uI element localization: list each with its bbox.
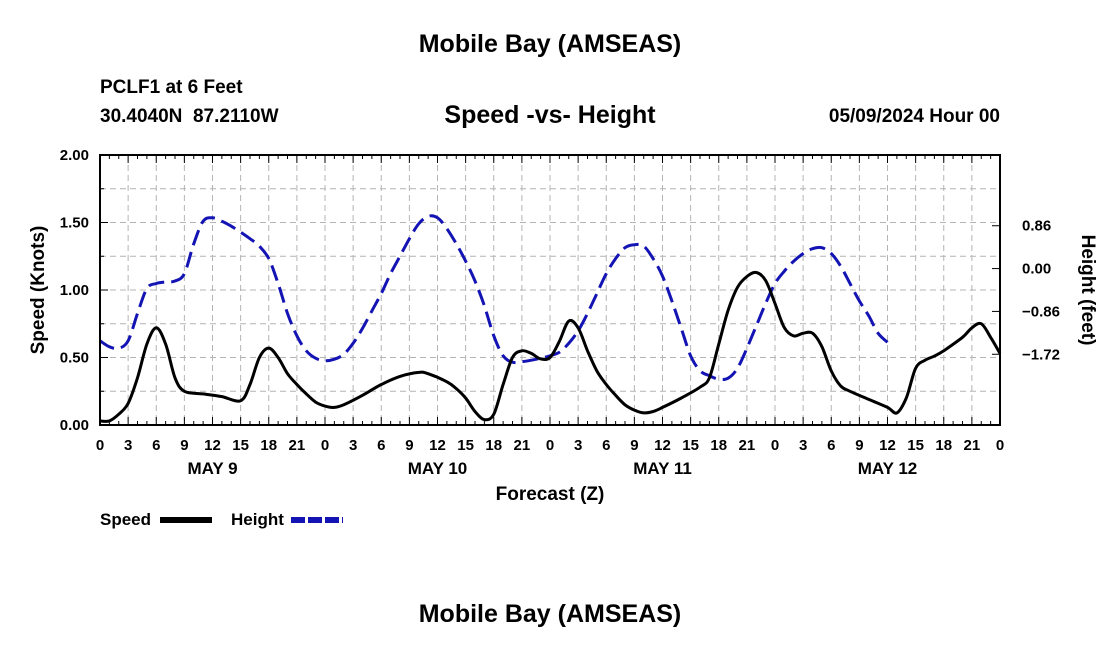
y2-axis-label: Height (feet): [1077, 235, 1098, 346]
chart-title: Speed -vs- Height: [444, 101, 656, 129]
legend-label-height: Height: [231, 510, 284, 529]
y-tick-label: 0.00: [60, 417, 89, 434]
speed-height-chart: 0 3 6 9 12 15 18 21 0 3 6 9 12 15 18 21 0 3 6 9 12 15 18 21 0 3 6 9…: [28, 147, 1098, 529]
y2-tick-label: 0.00: [1022, 261, 1051, 278]
y2-tick-label: −0.86: [1022, 303, 1060, 320]
page-title: Mobile Bay (AMSEAS): [418, 30, 682, 58]
x-axis-label: Forecast (Z): [496, 484, 605, 505]
y-axis-label: Speed (Knots): [28, 226, 49, 355]
series-line-speed: [99, 270, 1002, 423]
x-tick-label: 21: [289, 437, 306, 454]
x-tick-label: 3: [124, 437, 132, 454]
day-label: MAY 10: [408, 459, 468, 478]
grid-lines: [100, 155, 1000, 425]
x-tick-label: 6: [602, 437, 610, 454]
x-tick-label: 18: [485, 437, 502, 454]
x-tick-label: 12: [654, 437, 671, 454]
x-tick-label: 15: [232, 437, 249, 454]
x-tick-label: 15: [682, 437, 699, 454]
station-coordinates: 30.4040N 87.2110W: [100, 106, 279, 127]
plot-frame: [99, 154, 1001, 426]
day-label: MAY 9: [187, 459, 237, 478]
legend: Speed Height: [100, 510, 343, 529]
y-tick-label: 0.50: [60, 350, 89, 367]
station-name: PCLF1 at 6 Feet: [100, 77, 243, 98]
x-tick-label: 6: [152, 437, 160, 454]
legend-label-speed: Speed: [100, 510, 151, 529]
x-tick-label: 18: [935, 437, 952, 454]
x-tick-label: 0: [321, 437, 329, 454]
y-tick-label: 1.00: [60, 282, 89, 299]
x-tick-label: 9: [180, 437, 188, 454]
day-label: MAY 12: [858, 459, 918, 478]
day-label: MAY 11: [633, 459, 692, 478]
forecast-datetime: 05/09/2024 Hour 00: [828, 106, 1000, 127]
x-tick-label: 9: [855, 437, 863, 454]
x-tick-label: 0: [96, 437, 104, 454]
x-tick-label: 12: [879, 437, 896, 454]
y2-tick-label: −1.72: [1022, 346, 1060, 363]
x-tick-label: 0: [771, 437, 779, 454]
x-tick-label: 21: [964, 437, 981, 454]
x-tick-label: 15: [907, 437, 924, 454]
x-tick-label: 6: [827, 437, 835, 454]
x-tick-label: 18: [710, 437, 727, 454]
x-tick-label: 15: [457, 437, 474, 454]
y2-tick-label: 0.86: [1022, 218, 1051, 235]
footer-title: Mobile Bay (AMSEAS): [418, 600, 682, 628]
x-tick-label: 18: [260, 437, 277, 454]
x-tick-label: 12: [204, 437, 221, 454]
series-lines: [99, 214, 1002, 423]
x-tick-label: 12: [429, 437, 446, 454]
x-tick-label: 6: [377, 437, 385, 454]
y-tick-label: 2.00: [60, 147, 89, 164]
x-tick-label: 9: [630, 437, 638, 454]
x-tick-label: 9: [405, 437, 413, 454]
x-tick-label: 3: [349, 437, 357, 454]
series-line-height: [99, 214, 889, 382]
x-tick-label: 21: [514, 437, 531, 454]
x-tick-label: 21: [739, 437, 756, 454]
y-tick-label: 1.50: [60, 215, 89, 232]
axis-labels: 0 3 6 9 12 15 18 21 0 3 6 9 12 15 18 21 0 3 6 9 12 15 18 21 0 3 6 9…: [60, 147, 1060, 478]
x-tick-label: 0: [546, 437, 554, 454]
x-tick-label: 3: [799, 437, 807, 454]
x-tick-label: 3: [574, 437, 582, 454]
x-tick-label: 0: [996, 437, 1004, 454]
